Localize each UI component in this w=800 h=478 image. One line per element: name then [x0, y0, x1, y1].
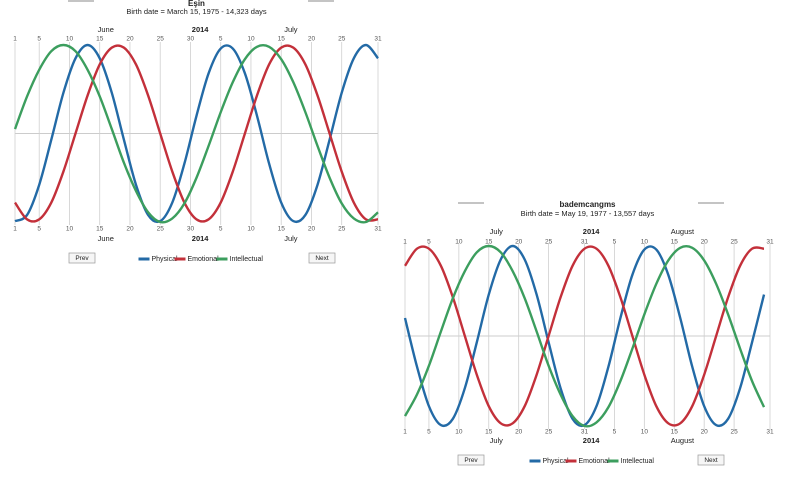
- x-tick-label: 5: [37, 226, 41, 233]
- x-tick-label: 5: [219, 226, 223, 233]
- legend-swatch: [174, 257, 186, 261]
- x-group-label: June: [98, 25, 114, 34]
- x-group-label: July: [284, 25, 298, 34]
- x-tick-label: 1: [403, 429, 407, 436]
- x-tick-label: 20: [308, 36, 316, 43]
- legend-swatch: [529, 459, 541, 463]
- button-label[interactable]: Prev: [464, 457, 478, 464]
- x-tick-label: 25: [730, 239, 738, 246]
- legend-label: Physical: [152, 256, 179, 263]
- x-group-label: July: [490, 227, 504, 236]
- x-group-label: August: [671, 436, 695, 445]
- x-tick-label: 1: [13, 36, 17, 43]
- nav-button[interactable]: Next: [697, 454, 725, 466]
- x-tick-label: 25: [545, 239, 553, 246]
- x-tick-label: 15: [96, 226, 104, 233]
- x-tick-label: 25: [545, 429, 553, 436]
- x-tick-label: 10: [455, 429, 463, 436]
- button-frame[interactable]: [697, 454, 725, 466]
- x-tick-label: 5: [613, 429, 617, 436]
- x-tick-label: 20: [308, 226, 316, 233]
- series-line: [403, 244, 766, 428]
- legend-swatch: [138, 257, 150, 261]
- x-tick-label: 10: [455, 239, 463, 246]
- x-tick-label: 15: [278, 36, 286, 43]
- x-tick-label: 5: [219, 36, 223, 43]
- chart-subtitle: Birth date = May 19, 1977 - 13,557 days: [521, 209, 655, 218]
- legend-label: Physical: [543, 458, 570, 465]
- x-tick-label: 25: [338, 226, 346, 233]
- x-tick-label: 10: [247, 226, 255, 233]
- button-frame[interactable]: [68, 252, 96, 264]
- button-label[interactable]: Prev: [75, 255, 89, 262]
- x-tick-label: 15: [485, 429, 493, 436]
- legend-swatch: [216, 257, 228, 261]
- chart-title: Eşin: [188, 0, 205, 8]
- legend-label: Intellectual: [621, 458, 655, 465]
- nav-button[interactable]: Next: [308, 252, 336, 264]
- nav-button[interactable]: Prev: [457, 454, 485, 466]
- x-tick-label: 1: [403, 239, 407, 246]
- legend-swatch: [607, 459, 619, 463]
- x-tick-label: 31: [766, 239, 774, 246]
- x-group-label: 2014: [192, 25, 210, 34]
- x-tick-label: 20: [701, 239, 709, 246]
- x-tick-label: 31: [374, 226, 382, 233]
- x-tick-label: 15: [671, 239, 679, 246]
- x-tick-label: 20: [515, 239, 523, 246]
- x-tick-label: 30: [187, 226, 195, 233]
- x-tick-label: 15: [96, 36, 104, 43]
- x-tick-label: 10: [66, 36, 74, 43]
- series-line: [13, 43, 379, 224]
- chart-subtitle: Birth date = March 15, 1975 - 14,323 day…: [126, 7, 267, 16]
- x-tick-label: 25: [730, 429, 738, 436]
- x-tick-label: 25: [157, 226, 165, 233]
- button-label[interactable]: Next: [315, 255, 329, 262]
- series-line: [403, 245, 765, 427]
- x-tick-label: 25: [338, 36, 346, 43]
- x-group-label: June: [98, 234, 114, 243]
- x-tick-label: 20: [126, 36, 134, 43]
- x-tick-label: 5: [427, 429, 431, 436]
- x-tick-label: 20: [515, 429, 523, 436]
- legend-label: Intellectual: [230, 256, 264, 263]
- legend-label: Emotional: [579, 458, 611, 465]
- button-label[interactable]: Next: [704, 457, 718, 464]
- series-line: [14, 43, 379, 224]
- x-tick-label: 5: [613, 239, 617, 246]
- x-tick-label: 5: [37, 36, 41, 43]
- x-group-label: 2014: [192, 234, 210, 243]
- x-tick-label: 10: [247, 36, 255, 43]
- x-tick-label: 31: [581, 239, 589, 246]
- button-frame[interactable]: [308, 252, 336, 264]
- x-tick-label: 1: [13, 226, 17, 233]
- x-group-label: 2014: [583, 227, 601, 236]
- x-tick-label: 5: [427, 239, 431, 246]
- x-group-label: August: [671, 227, 695, 236]
- x-tick-label: 30: [187, 36, 195, 43]
- series-line: [14, 44, 379, 223]
- legend-label: Emotional: [188, 256, 220, 263]
- button-frame[interactable]: [457, 454, 485, 466]
- x-group-label: July: [284, 234, 298, 243]
- x-tick-label: 10: [641, 429, 649, 436]
- nav-button[interactable]: Prev: [68, 252, 96, 264]
- x-tick-label: 15: [485, 239, 493, 246]
- x-tick-label: 31: [766, 429, 774, 436]
- x-group-label: July: [490, 436, 504, 445]
- x-tick-label: 10: [66, 226, 74, 233]
- chart-title: bademcangms: [559, 200, 616, 209]
- x-tick-label: 20: [126, 226, 134, 233]
- legend-swatch: [565, 459, 577, 463]
- x-tick-label: 25: [157, 36, 165, 43]
- x-tick-label: 15: [278, 226, 286, 233]
- x-tick-label: 31: [374, 36, 382, 43]
- x-tick-label: 31: [581, 429, 589, 436]
- x-group-label: 2014: [583, 436, 601, 445]
- x-tick-label: 20: [701, 429, 709, 436]
- x-tick-label: 10: [641, 239, 649, 246]
- x-tick-label: 15: [671, 429, 679, 436]
